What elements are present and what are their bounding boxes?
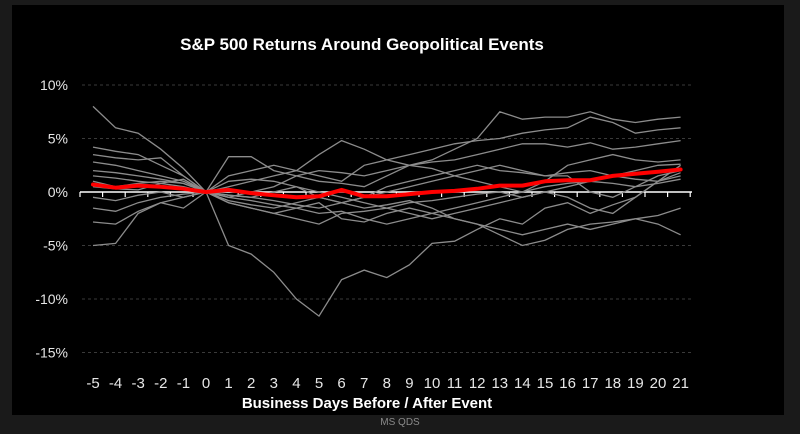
- chart-frame: S&P 500 Returns Around Geopolitical Even…: [12, 5, 784, 415]
- event-line: [92, 111, 681, 193]
- event-line: [92, 153, 681, 198]
- x-tick-label: 4: [292, 375, 300, 392]
- gridlines: [82, 84, 694, 353]
- event-line: [92, 105, 681, 318]
- x-tick-label: -4: [109, 375, 122, 392]
- x-tick-label: 12: [469, 375, 486, 392]
- x-tick-label: 8: [383, 375, 391, 392]
- source-caption: MS QDS: [380, 417, 420, 428]
- x-tick-label: 19: [627, 375, 644, 392]
- x-tick-label: 2: [247, 375, 255, 392]
- x-tick-label: -5: [86, 375, 99, 392]
- chart-title: S&P 500 Returns Around Geopolitical Even…: [180, 35, 544, 54]
- x-tick-label: 5: [315, 375, 323, 392]
- x-tick-label: 15: [537, 375, 554, 392]
- x-tick-label: -2: [154, 375, 167, 392]
- x-tick-label: 0: [202, 375, 210, 392]
- x-axis-label: Business Days Before / After Event: [242, 395, 492, 412]
- x-tick-label: 16: [559, 375, 576, 392]
- y-tick-label: -5%: [43, 238, 68, 254]
- series-lines: [91, 105, 683, 318]
- x-tick-label: 3: [270, 375, 278, 392]
- x-tick-label: -3: [132, 375, 145, 392]
- event-line: [92, 161, 681, 209]
- x-tick-label: 9: [405, 375, 413, 392]
- x-tick-label: 11: [447, 375, 463, 392]
- x-axis-tick-labels: -5 -4 -3 -2 -1 0 1 2 3 4 5 6 7 8 9 10 11 12 13 14 15 16 17 18 19…: [86, 375, 689, 392]
- x-tick-label: 20: [650, 375, 667, 392]
- x-tick-label: 14: [514, 375, 531, 392]
- average-line: [91, 167, 683, 200]
- x-tick-label: 10: [424, 375, 441, 392]
- x-tick-label: 17: [582, 375, 599, 392]
- y-tick-label: 5%: [48, 131, 68, 147]
- line-chart: S&P 500 Returns Around Geopolitical Even…: [35, 35, 694, 412]
- y-tick-label: -10%: [35, 291, 68, 307]
- x-tick-label: -1: [177, 375, 190, 392]
- x-tick-label: 1: [224, 375, 232, 392]
- x-tick-label: 18: [604, 375, 621, 392]
- event-line: [92, 164, 681, 247]
- x-tick-label: 21: [672, 375, 689, 392]
- x-tick-label: 13: [491, 375, 508, 392]
- x-tick-label: 6: [337, 375, 345, 392]
- y-tick-label: 0%: [48, 184, 68, 200]
- y-axis-ticks: 10% 5% 0% -5% -10% -15%: [35, 77, 68, 361]
- x-tick-label: 7: [360, 375, 368, 392]
- event-line: [92, 191, 681, 247]
- y-tick-label: 10%: [40, 77, 68, 93]
- event-line: [92, 139, 681, 193]
- y-tick-label: -15%: [35, 345, 68, 361]
